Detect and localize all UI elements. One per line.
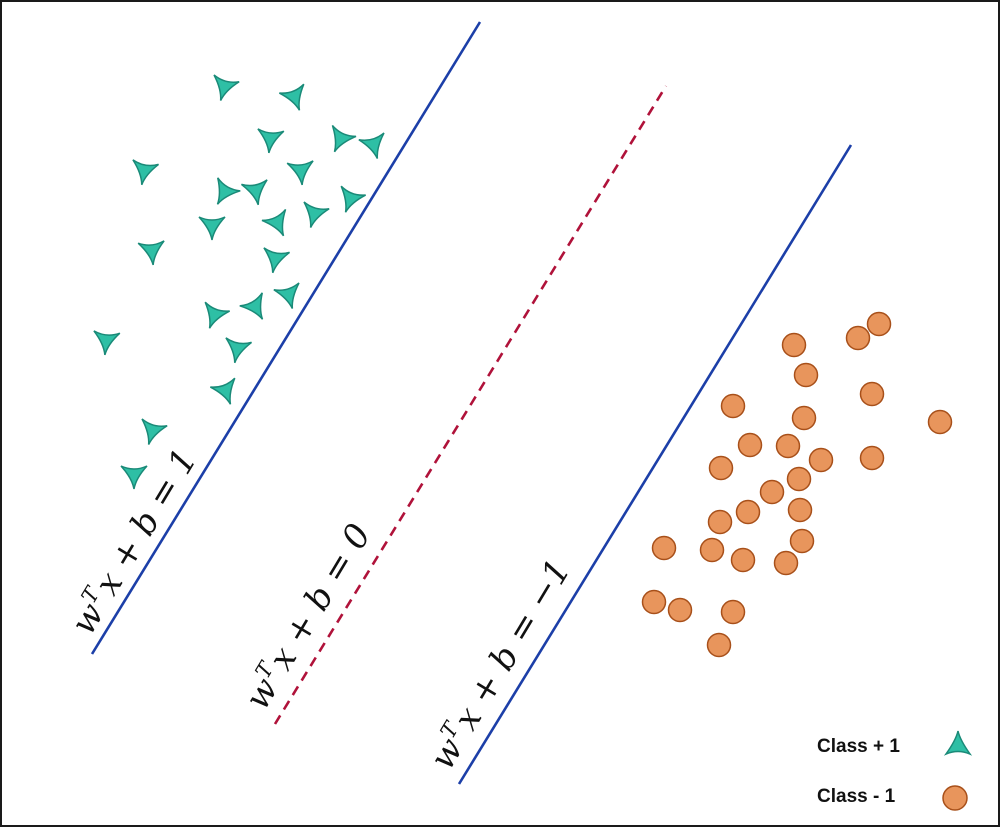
- class-pos-triangle: [204, 301, 230, 329]
- class-neg-circle: [845, 325, 871, 351]
- class-neg-circle: [773, 550, 799, 576]
- class-neg-circle: [730, 547, 756, 573]
- class-neg-circle: [708, 455, 734, 481]
- class-neg-circle: [641, 589, 667, 615]
- class-pos-triangle: [286, 160, 314, 186]
- class-neg-circle: [651, 535, 677, 561]
- class-neg-circle: [927, 409, 953, 435]
- class-positive-points: [93, 74, 385, 490]
- class-neg-circle: [735, 499, 761, 525]
- class-neg-circle: [787, 497, 813, 523]
- class-pos-triangle: [241, 179, 268, 206]
- class-pos-triangle: [340, 185, 366, 213]
- class-pos-triangle: [303, 201, 330, 228]
- class-pos-triangle: [210, 377, 236, 405]
- class-pos-triangle: [141, 418, 168, 445]
- class-pos-triangle: [137, 240, 165, 266]
- upper-margin-line: [90, 21, 482, 655]
- class-neg-circle: [866, 311, 892, 337]
- class-neg-circle: [706, 632, 732, 658]
- legend-label-class-pos: Class + 1: [817, 736, 900, 757]
- class-pos-triangle: [120, 465, 148, 490]
- class-neg-circle: [720, 599, 746, 625]
- class-neg-circle: [720, 393, 746, 419]
- class-pos-triangle: [93, 330, 121, 356]
- class-pos-triangle: [198, 216, 226, 241]
- class-pos-triangle: [331, 124, 357, 153]
- class-neg-circle: [781, 332, 807, 358]
- decision-boundary-equation: wTx + b = 0: [236, 516, 380, 717]
- decision-boundary-line: [273, 85, 668, 725]
- class-pos-triangle: [257, 128, 285, 154]
- class-neg-circle: [789, 528, 815, 554]
- class-neg-circle: [667, 597, 693, 623]
- class-neg-circle: [859, 381, 885, 407]
- lower-margin-line: [457, 144, 853, 785]
- class-neg-circle: [791, 405, 817, 431]
- class-pos-triangle: [279, 83, 305, 111]
- circle-icon: [942, 785, 968, 811]
- class-neg-circle: [737, 432, 763, 458]
- class-neg-circle: [775, 433, 801, 459]
- class-pos-triangle: [239, 292, 264, 320]
- legend: Class + 1 Class - 1: [817, 730, 973, 811]
- class-pos-triangle: [216, 177, 241, 205]
- class-pos-triangle: [273, 282, 300, 309]
- class-neg-circle: [859, 445, 885, 471]
- legend-label-class-neg: Class - 1: [817, 786, 896, 807]
- class-pos-triangle: [213, 74, 240, 101]
- class-neg-circle: [786, 466, 812, 492]
- class-neg-circle: [793, 362, 819, 388]
- class-neg-circle: [707, 509, 733, 535]
- class-pos-triangle: [358, 132, 385, 159]
- class-pos-triangle: [261, 208, 287, 237]
- class-neg-circle: [808, 447, 834, 473]
- class-pos-triangle: [263, 247, 290, 274]
- triangle-icon: [943, 730, 973, 756]
- class-pos-triangle: [132, 159, 159, 186]
- lower-margin-equation: wTx + b = −1: [421, 552, 579, 777]
- class-negative-points: [641, 311, 953, 658]
- class-neg-circle: [759, 479, 785, 505]
- class-neg-circle: [699, 537, 725, 563]
- class-pos-triangle: [225, 337, 252, 364]
